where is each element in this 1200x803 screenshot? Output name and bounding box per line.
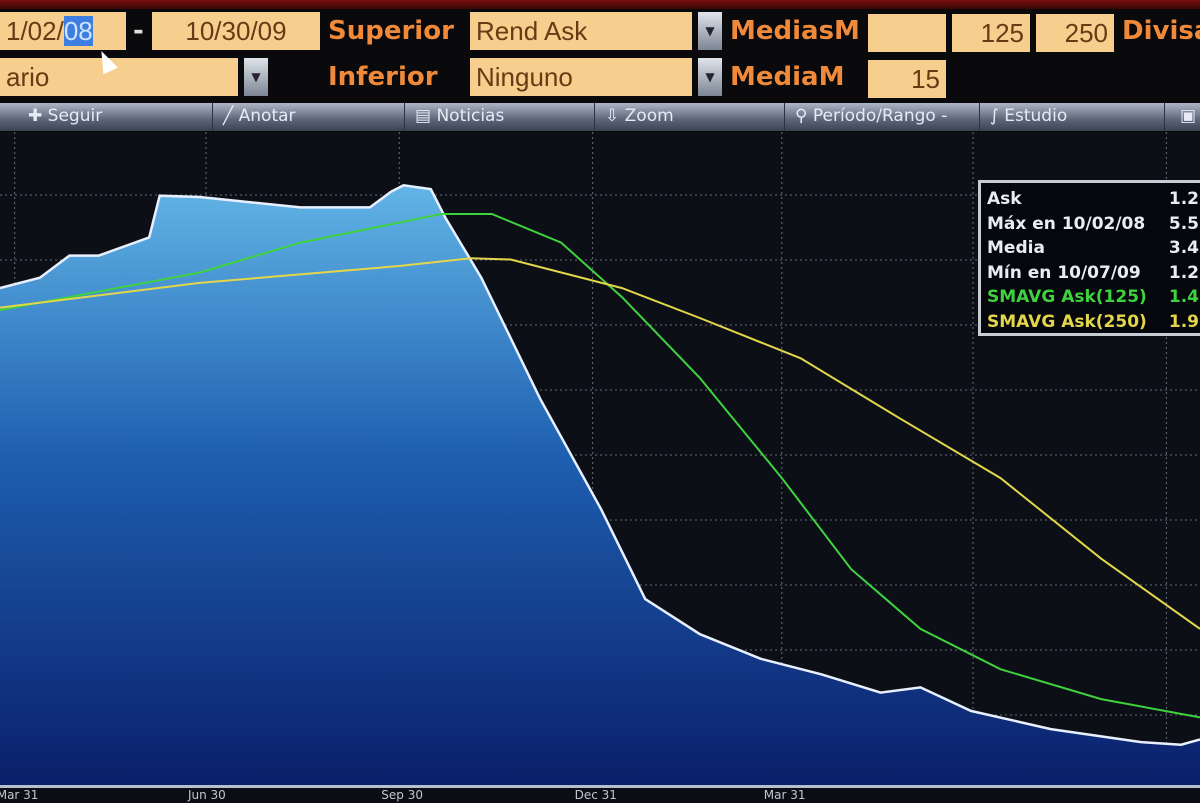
legend-row-sma125: SMAVG Ask(125) 1.4 — [987, 285, 1199, 310]
start-date-selection: 08 — [63, 16, 93, 46]
series-line-2 — [0, 257, 1200, 630]
chart-toolbar: ✚ Seguir ╱ Anotar ▤ Noticias ⇩ Zoom ⚲ Pe… — [0, 103, 1200, 131]
periodo-rango-label: Período/Rango - — [812, 106, 948, 126]
chart-legend: Ask 1.2 Máx en 10/02/08 5.5 Media 3.4 Mín e… — [978, 180, 1200, 336]
calendar-icon: ⚲ — [795, 106, 813, 126]
document-icon: ▤ — [415, 106, 437, 126]
series-line-0 — [0, 184, 1200, 746]
x-tick-label: Mar 31 — [763, 788, 806, 802]
estudio-label: Estudio — [1004, 106, 1068, 126]
anotar-button[interactable]: ╱ Anotar — [213, 103, 405, 131]
legend-value: 1.9 — [1168, 311, 1199, 332]
superior-dropdown-icon[interactable]: ▼ — [698, 12, 722, 50]
legend-label: SMAVG Ask(125) — [987, 287, 1147, 307]
start-date-text: 1/02/ — [6, 16, 64, 46]
legend-value: 1.2 — [1168, 189, 1199, 209]
x-tick-label: Mar 31 — [0, 788, 39, 802]
legend-value: 1.4 — [1168, 287, 1199, 307]
period-dropdown-icon[interactable]: ▼ — [244, 58, 268, 96]
settings-icon[interactable]: ▣ — [1180, 106, 1197, 126]
plus-icon: ✚ — [28, 106, 48, 126]
start-date-field[interactable]: 1/02/08 — [0, 12, 126, 50]
x-tick-label: Dec 31 — [574, 788, 617, 802]
legend-label: Media — [987, 238, 1045, 258]
mediasm-field-1[interactable] — [868, 14, 946, 52]
legend-row-max: Máx en 10/02/08 5.5 — [987, 212, 1199, 237]
noticias-button[interactable]: ▤ Noticias — [405, 103, 595, 131]
seguir-button[interactable]: ✚ Seguir — [18, 103, 213, 131]
zoom-arrow-icon: ⇩ — [605, 106, 625, 126]
legend-row-min: Mín en 10/07/09 1.2 — [987, 261, 1199, 286]
superior-label: Superior — [328, 16, 454, 46]
pencil-icon: ╱ — [223, 106, 239, 126]
superior-select[interactable]: Rend Ask — [470, 12, 692, 50]
zoom-label: Zoom — [624, 106, 674, 126]
legend-value: 1.2 — [1168, 262, 1199, 283]
anotar-label: Anotar — [238, 106, 296, 126]
title-bar — [0, 0, 1200, 9]
x-tick-label: Jun 30 — [187, 788, 226, 802]
legend-row-media: Media 3.4 — [987, 236, 1199, 261]
noticias-label: Noticias — [436, 106, 505, 126]
legend-row-ask: Ask 1.2 — [987, 187, 1199, 212]
mediam-label: MediaM — [730, 62, 845, 92]
period-select[interactable]: ario — [0, 58, 238, 96]
periodo-rango-button[interactable]: ⚲ Período/Rango - — [785, 103, 980, 131]
series-line-1 — [0, 213, 1200, 719]
zoom-button[interactable]: ⇩ Zoom — [595, 103, 785, 131]
legend-row-sma250: SMAVG Ask(250) 1.9 — [987, 310, 1199, 335]
legend-label: SMAVG Ask(250) — [987, 311, 1147, 332]
date-separator: - — [133, 16, 144, 46]
x-tick-label: Sep 30 — [381, 788, 423, 802]
ask-area — [0, 185, 1200, 785]
legend-value: 5.5 — [1168, 213, 1199, 234]
end-date-field[interactable]: 10/30/09 — [152, 12, 320, 50]
estudio-button[interactable]: ∫ Estudio — [980, 103, 1165, 131]
inferior-dropdown-icon[interactable]: ▼ — [698, 58, 722, 96]
mediasm-label: MediasM — [730, 16, 860, 46]
legend-label: Mín en 10/07/09 — [987, 262, 1141, 283]
mediasm-field-3[interactable]: 250 — [1036, 14, 1114, 52]
legend-label: Ask — [987, 189, 1022, 209]
inferior-label: Inferior — [328, 62, 438, 92]
seguir-label: Seguir — [47, 106, 103, 126]
mediam-field[interactable]: 15 — [868, 60, 946, 98]
integral-icon: ∫ — [990, 106, 1005, 126]
legend-value: 3.4 — [1168, 238, 1199, 258]
legend-label: Máx en 10/02/08 — [987, 213, 1146, 234]
mediasm-field-2[interactable]: 125 — [952, 14, 1030, 52]
x-axis: Mar 31 Jun 30 Sep 30 Dec 31 Mar 31 — [0, 785, 1200, 803]
inferior-select[interactable]: Ninguno — [470, 58, 692, 96]
